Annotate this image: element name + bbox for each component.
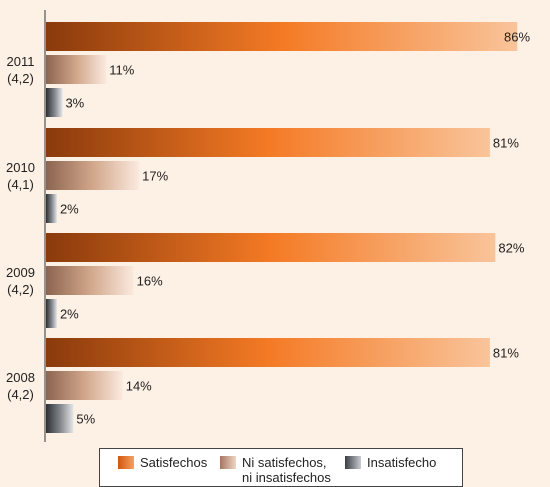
legend: Satisfechos Ni satisfechos, ni insatisfe… (99, 448, 463, 487)
legend-label-ni-satisfechos: Ni satisfechos, ni insatisfechos (242, 455, 331, 485)
data-label-insatisfecho-2008: 5% (76, 412, 95, 427)
data-label-insatisfecho-2009: 2% (60, 307, 79, 322)
data-label-ni-satisfechos-2011: 11% (109, 63, 134, 78)
data-label-satisfechos-2011: 86% (504, 30, 530, 45)
bar-satisfechos-2008 (46, 338, 490, 367)
bar-insatisfecho-2008 (46, 404, 74, 433)
category-year: 2009 (6, 264, 35, 280)
data-label-satisfechos-2009: 82% (498, 241, 524, 256)
category-label-2011: 2011 (4,2) (0, 53, 41, 87)
bar-ni-satisfechos-2008 (46, 371, 123, 400)
bar-insatisfecho-2010 (46, 194, 57, 223)
legend-item-satisfechos: Satisfechos (118, 455, 207, 470)
bar-satisfechos-2010 (46, 128, 490, 157)
data-label-satisfechos-2008: 81% (493, 346, 519, 361)
bar-insatisfecho-2009 (46, 299, 57, 328)
category-year: 2010 (6, 159, 35, 175)
bar-insatisfecho-2011 (46, 88, 63, 117)
legend-swatch-ni-satisfechos (220, 456, 236, 469)
bar-ni-satisfechos-2011 (46, 55, 107, 84)
category-score: (4,1) (7, 176, 34, 192)
data-label-ni-satisfechos-2008: 14% (126, 379, 152, 394)
data-label-insatisfecho-2011: 3% (65, 96, 84, 111)
legend-swatch-satisfechos (118, 456, 134, 469)
category-year: 2011 (6, 53, 35, 69)
category-score: (4,2) (7, 281, 34, 297)
category-label-2009: 2009 (4,2) (0, 264, 41, 298)
category-year: 2008 (6, 369, 35, 385)
legend-label-satisfechos: Satisfechos (140, 455, 208, 470)
legend-item-insatisfecho: Insatisfecho (345, 455, 436, 470)
category-label-2008: 2008 (4,2) (0, 369, 41, 403)
category-score: (4,2) (7, 70, 34, 86)
category-label-2010: 2010 (4,1) (0, 159, 41, 193)
bar-satisfechos-2011 (46, 22, 518, 51)
legend-swatch-insatisfecho (345, 456, 361, 469)
data-label-ni-satisfechos-2010: 17% (142, 169, 168, 184)
data-label-satisfechos-2010: 81% (493, 136, 519, 151)
data-label-insatisfecho-2010: 2% (60, 202, 79, 217)
legend-label-insatisfecho: Insatisfecho (367, 455, 437, 470)
bar-satisfechos-2009 (46, 233, 496, 262)
bar-ni-satisfechos-2009 (46, 266, 134, 295)
legend-item-ni-satisfechos: Ni satisfechos, ni insatisfechos (220, 455, 331, 485)
category-score: (4,2) (7, 386, 34, 402)
data-label-ni-satisfechos-2009: 16% (137, 274, 163, 289)
bar-ni-satisfechos-2010 (46, 161, 140, 190)
